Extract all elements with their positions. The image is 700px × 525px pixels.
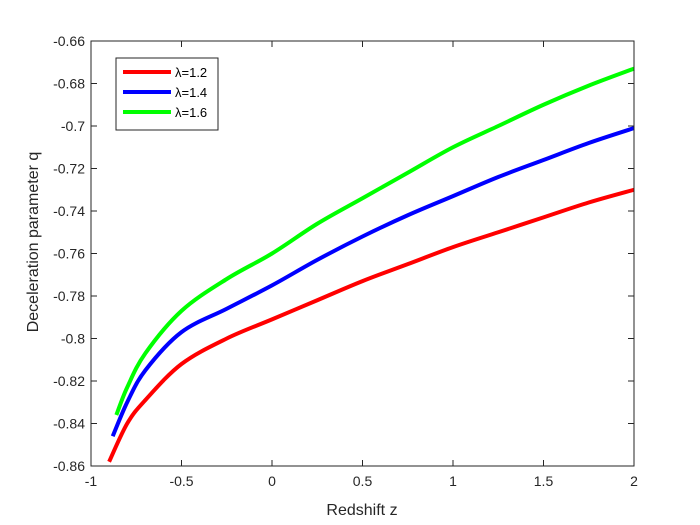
x-tick-label: 1 xyxy=(449,473,457,489)
series-line-3 xyxy=(114,66,635,416)
y-tick-label: -0.76 xyxy=(53,246,85,262)
y-tick-label: -0.66 xyxy=(53,33,85,49)
x-axis-title: Redshift z xyxy=(326,502,397,519)
legend-label-3: λ=1.6 xyxy=(175,105,207,120)
x-tick-label: 2 xyxy=(630,473,638,489)
legend: λ=1.2 λ=1.4 λ=1.6 xyxy=(115,57,219,131)
y-tick-label: -0.84 xyxy=(53,416,85,432)
y-tick-label: -0.78 xyxy=(53,288,85,304)
series-line-1 xyxy=(107,187,635,463)
series-line-2 xyxy=(110,126,635,438)
x-tick-label: 0 xyxy=(268,473,276,489)
legend-label-2: λ=1.4 xyxy=(175,85,207,100)
y-tick-label: -0.82 xyxy=(53,373,85,389)
y-axis-title: Deceleration parameter q xyxy=(25,152,42,333)
y-tick-label: -0.86 xyxy=(53,458,85,474)
x-tick-label: 0.5 xyxy=(353,473,373,489)
axes-layer: -1 -0.5 0 0.5 1 1.5 2 -0.86 -0.84 -0.82 -0.8 -0.78 -… xyxy=(53,33,638,489)
y-tick-label: -0.7 xyxy=(61,118,85,134)
y-tick-label: -0.72 xyxy=(53,161,85,177)
x-tick-label: -0.5 xyxy=(169,473,193,489)
y-tick-label: -0.8 xyxy=(61,331,85,347)
series-layer xyxy=(107,66,635,463)
y-tick-label: -0.74 xyxy=(53,203,85,219)
x-tick-label: -1 xyxy=(85,473,98,489)
x-tick-label: 1.5 xyxy=(534,473,554,489)
y-tick-label: -0.68 xyxy=(53,76,85,92)
legend-label-1: λ=1.2 xyxy=(175,65,207,80)
